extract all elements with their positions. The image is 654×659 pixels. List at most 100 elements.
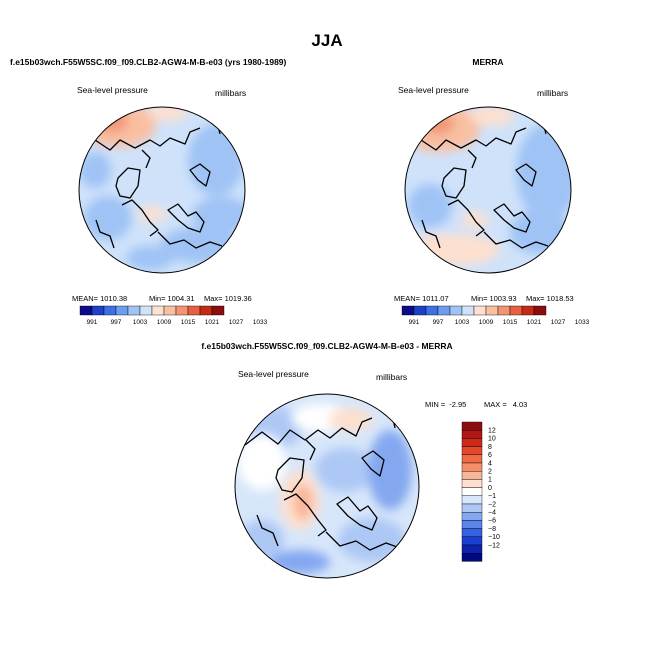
- colorbar-swatch: [461, 536, 483, 546]
- colorbar-tick-label: 1009: [157, 319, 172, 326]
- svg-text:Min=1004.31: Min= 1004.31: [149, 294, 195, 303]
- colorbar-swatch: [401, 305, 415, 316]
- page-title: JJA: [311, 31, 342, 50]
- colorbar-tick-label: 1003: [455, 319, 470, 326]
- svg-text:MIN =-2.95: MIN = -2.95: [425, 400, 466, 409]
- colorbar-tick-label: 1015: [503, 319, 518, 326]
- colorbar-tick-label: 1015: [181, 319, 196, 326]
- colorbar-swatch: [461, 528, 483, 537]
- colorbar-horizontal: 991 997 1003 1009 1015 1021 1027 1033: [79, 305, 268, 326]
- colorbar-swatch: [461, 495, 483, 505]
- variable-label: Sea-level pressure: [77, 85, 148, 95]
- colorbar-swatch: [461, 446, 483, 456]
- colorbar-tick-label: 1009: [479, 319, 494, 326]
- colorbar-swatch: [211, 305, 225, 316]
- colorbar-tick-label: −4: [488, 510, 496, 517]
- stats-line: MEAN= 1010.38 Min= 1004.31 Max= 1019.36: [72, 294, 252, 303]
- colorbar-tick-label: 1033: [253, 319, 268, 326]
- colorbar-swatch: [521, 305, 535, 316]
- colorbar-swatch: [127, 305, 141, 316]
- colorbar-swatch: [461, 503, 483, 513]
- colorbar-tick-label: 1003: [133, 319, 148, 326]
- colorbar-tick-label: 997: [433, 319, 444, 326]
- svg-text:Min=1003.93: Min= 1003.93: [471, 294, 517, 303]
- svg-text:MEAN=1011.07: MEAN= 1011.07: [394, 294, 449, 303]
- map-field: [405, 107, 571, 273]
- colorbar-tick-label: 1027: [551, 319, 566, 326]
- colorbar-swatch: [461, 438, 483, 447]
- map-boundary: [404, 106, 572, 274]
- colorbar-swatch: [461, 462, 483, 472]
- colorbar-horizontal: 991 997 1003 1009 1015 1021 1027 1033: [401, 305, 590, 326]
- colorbar-tick-label: 4: [488, 460, 492, 467]
- colorbar-swatch: [509, 305, 523, 316]
- colorbar-tick-label: −10: [488, 534, 500, 541]
- colorbar-swatch: [461, 305, 475, 316]
- colorbar-tick-label: −8: [488, 526, 496, 533]
- colorbar-tick-label: 12: [488, 428, 496, 435]
- colorbar-swatch: [461, 479, 483, 488]
- colorbar-swatch: [199, 305, 213, 316]
- colorbar-swatch: [151, 305, 165, 316]
- colorbar-swatch: [91, 305, 105, 316]
- units-label: millibars: [215, 88, 246, 98]
- panel-title: MERRA: [472, 57, 503, 67]
- colorbar-swatch: [175, 305, 189, 316]
- panel-difference: f.e15b03wch.F55W5SC.f09_f09.CLB2-AGW4-M-…: [201, 341, 527, 579]
- colorbar-tick-label: 997: [111, 319, 122, 326]
- svg-text:MEAN=1010.38: MEAN= 1010.38: [72, 294, 127, 303]
- colorbar-swatch: [115, 305, 129, 316]
- colorbar-tick-label: 991: [87, 319, 98, 326]
- units-label: millibars: [376, 372, 407, 382]
- colorbar-swatch: [163, 305, 177, 316]
- colorbar-tick-label: 991: [409, 319, 420, 326]
- colorbar-swatch: [413, 305, 427, 316]
- colorbar-swatch: [461, 520, 483, 529]
- colorbar-swatch: [473, 305, 487, 316]
- colorbar-tick-label: −2: [488, 501, 496, 508]
- colorbar-swatch: [461, 553, 483, 562]
- colorbar-tick-label: 6: [488, 452, 492, 459]
- colorbar-swatch: [449, 305, 463, 316]
- svg-text:MAX =4.03: MAX = 4.03: [484, 400, 527, 409]
- map-boundary: [78, 106, 246, 274]
- colorbar-swatch: [461, 487, 483, 497]
- colorbar-swatch: [461, 544, 483, 554]
- colorbar-tick-label: 2: [488, 469, 492, 476]
- colorbar-swatch: [461, 421, 483, 431]
- colorbar-tick-label: 0: [488, 485, 492, 492]
- colorbar-swatch: [461, 512, 483, 521]
- colorbar-swatch: [425, 305, 439, 316]
- map-boundary: [234, 393, 420, 579]
- colorbar-tick-label: −1: [488, 493, 496, 500]
- colorbar-swatch: [461, 471, 483, 480]
- svg-text:Max=1018.53: Max= 1018.53: [526, 294, 574, 303]
- stats-line: MEAN= 1011.07 Min= 1003.93 Max= 1018.53: [394, 294, 574, 303]
- colorbar-swatch: [437, 305, 451, 316]
- colorbar-swatch: [139, 305, 153, 316]
- colorbar-tick-label: 8: [488, 444, 492, 451]
- panel-title: f.e15b03wch.F55W5SC.f09_f09.CLB2-AGW4-M-…: [10, 57, 287, 67]
- colorbar-tick-label: −12: [488, 542, 500, 549]
- panel-merra: MERRA Sea-level pressure millibars: [394, 57, 590, 326]
- map-field: [235, 394, 419, 578]
- map-field: [79, 107, 245, 273]
- units-label: millibars: [537, 88, 568, 98]
- colorbar-tick-label: 1: [488, 477, 492, 484]
- panel-title: f.e15b03wch.F55W5SC.f09_f09.CLB2-AGW4-M-…: [201, 341, 452, 351]
- variable-label: Sea-level pressure: [398, 85, 469, 95]
- colorbar-tick-label: 10: [488, 436, 496, 443]
- colorbar-tick-label: −6: [488, 518, 496, 525]
- colorbar-swatch: [485, 305, 499, 316]
- colorbar-tick-label: 1021: [527, 319, 542, 326]
- colorbar-swatch: [187, 305, 201, 316]
- stats-line: MIN = -2.95 MAX = 4.03: [425, 400, 527, 409]
- colorbar-swatch: [497, 305, 511, 316]
- svg-text:Max=1019.36: Max= 1019.36: [204, 294, 252, 303]
- variable-label: Sea-level pressure: [238, 369, 309, 379]
- colorbar-tick-label: 1027: [229, 319, 244, 326]
- colorbar-swatch: [79, 305, 93, 316]
- colorbar-tick-label: 1021: [205, 319, 220, 326]
